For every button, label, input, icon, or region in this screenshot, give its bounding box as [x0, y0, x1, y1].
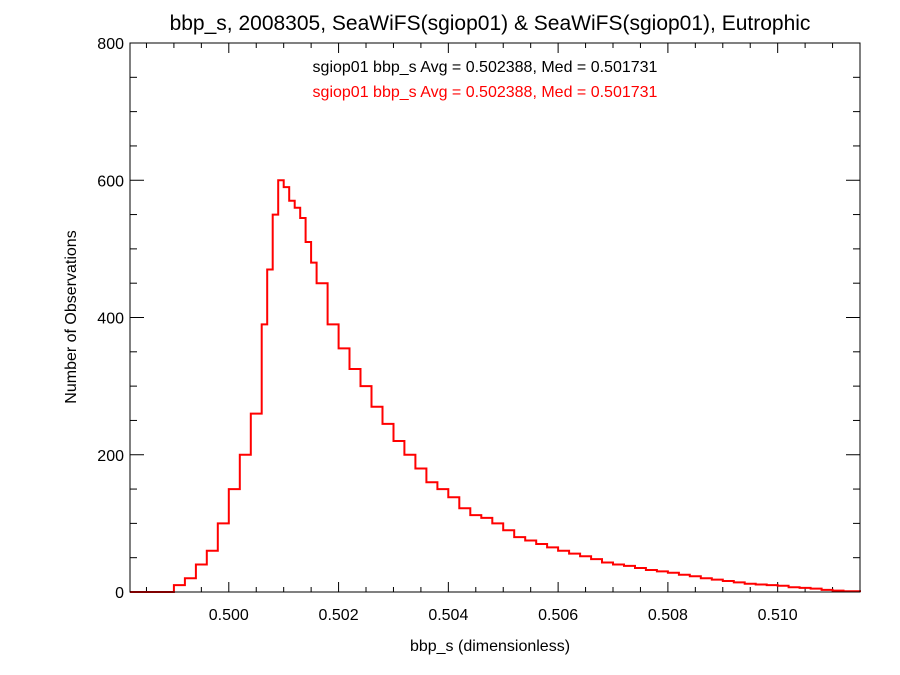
y-tick-label: 600 — [97, 173, 124, 190]
y-tick-label: 400 — [97, 311, 124, 328]
x-tick-label: 0.504 — [428, 607, 468, 624]
y-axis-label: Number of Observations — [63, 230, 80, 403]
x-tick-label: 0.500 — [209, 607, 249, 624]
x-tick-label: 0.510 — [758, 607, 798, 624]
chart-title: bbp_s, 2008305, SeaWiFS(sgiop01) & SeaWi… — [170, 12, 811, 35]
stats-annotation-red: sgiop01 bbp_s Avg = 0.502388, Med = 0.50… — [313, 84, 658, 101]
x-axis-label: bbp_s (dimensionless) — [410, 638, 570, 655]
stats-annotation-black: sgiop01 bbp_s Avg = 0.502388, Med = 0.50… — [313, 59, 658, 76]
plot-frame — [129, 42, 861, 593]
y-tick-label: 800 — [97, 36, 124, 53]
y-tick-label: 200 — [97, 448, 124, 465]
x-tick-label: 0.506 — [538, 607, 578, 624]
y-tick-label: 0 — [115, 585, 124, 602]
y-axis-ticks: 0 200 400 600 800 — [97, 36, 860, 602]
x-tick-label: 0.502 — [319, 607, 359, 624]
x-tick-label: 0.508 — [648, 607, 688, 624]
histogram-series-line — [130, 179, 861, 593]
x-axis-ticks: 0.500 0.502 0.504 0.506 0.508 0.510 — [145, 43, 861, 624]
